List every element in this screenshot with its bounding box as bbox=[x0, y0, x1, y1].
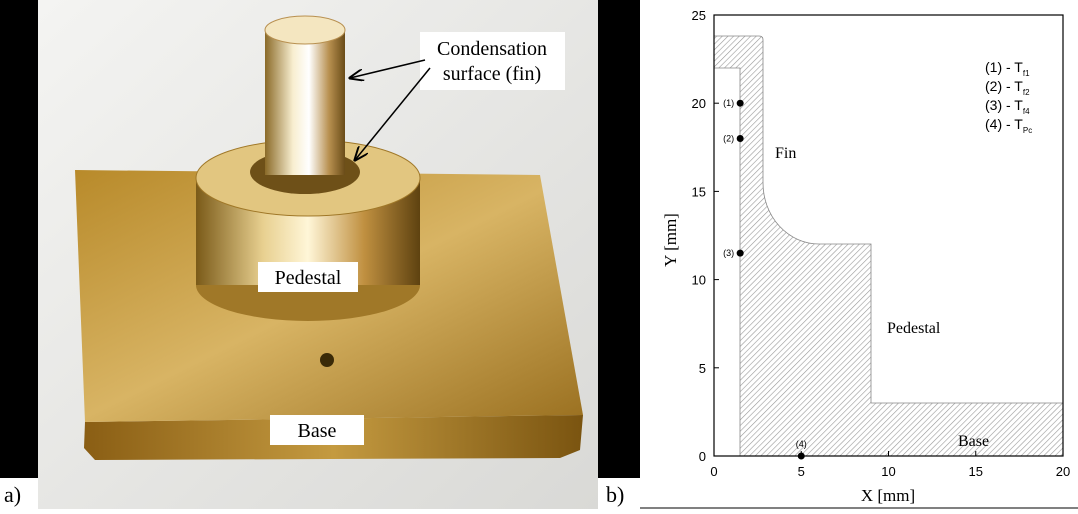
y-tick-label: 10 bbox=[692, 273, 706, 288]
annotation: Pedestal bbox=[887, 320, 941, 337]
fin-top bbox=[265, 16, 345, 44]
legend-subscript: f2 bbox=[1023, 88, 1030, 97]
point bbox=[798, 453, 805, 460]
figure: a) Condensation surface (fin) Pedestal B… bbox=[0, 0, 1078, 509]
y-tick-label: 15 bbox=[692, 184, 706, 199]
y-tick-label: 0 bbox=[699, 449, 706, 464]
panel-label: b) bbox=[606, 482, 624, 507]
black-strip bbox=[598, 0, 640, 509]
fin bbox=[265, 30, 345, 175]
label: Pedestal bbox=[275, 267, 342, 289]
x-tick-label: 15 bbox=[969, 464, 983, 479]
annotation: Fin bbox=[775, 145, 796, 162]
point bbox=[737, 135, 744, 142]
legend-text: (4) - T bbox=[985, 116, 1023, 132]
point bbox=[737, 100, 744, 107]
point-label: (2) bbox=[723, 133, 734, 143]
y-axis-label: Y [mm] bbox=[661, 213, 680, 267]
legend-entry: (3) - Tf4 bbox=[985, 97, 1030, 116]
legend-text: (3) - T bbox=[985, 97, 1023, 113]
callout: surface (fin) bbox=[443, 63, 541, 85]
point-label: (1) bbox=[723, 98, 734, 108]
y-tick-label: 25 bbox=[692, 8, 706, 23]
x-tick-label: 10 bbox=[881, 464, 895, 479]
legend-entry: (2) - Tf2 bbox=[985, 78, 1030, 97]
point-label: (3) bbox=[723, 248, 734, 258]
legend-text: (1) - T bbox=[985, 59, 1023, 75]
legend-subscript: Pc bbox=[1023, 126, 1032, 135]
x-tick-label: 0 bbox=[710, 464, 717, 479]
legend-subscript: f4 bbox=[1023, 107, 1030, 116]
y-tick-label: 5 bbox=[699, 361, 706, 376]
legend-entry: (1) - Tf1 bbox=[985, 59, 1030, 78]
x-tick-label: 20 bbox=[1056, 464, 1070, 479]
point bbox=[737, 250, 744, 257]
black-strip bbox=[0, 0, 38, 509]
legend-entry: (4) - TPc bbox=[985, 116, 1032, 135]
x-tick-label: 5 bbox=[798, 464, 805, 479]
annotation: Base bbox=[958, 433, 989, 450]
point-label: (4) bbox=[796, 439, 807, 449]
legend-subscript: f1 bbox=[1023, 69, 1030, 78]
x-axis-label: X [mm] bbox=[861, 486, 915, 505]
callout: Condensation bbox=[437, 38, 547, 60]
label: Base bbox=[298, 420, 337, 442]
hole bbox=[320, 353, 334, 367]
panel-label: a) bbox=[4, 482, 21, 507]
y-tick-label: 20 bbox=[692, 96, 706, 111]
legend-text: (2) - T bbox=[985, 78, 1023, 94]
